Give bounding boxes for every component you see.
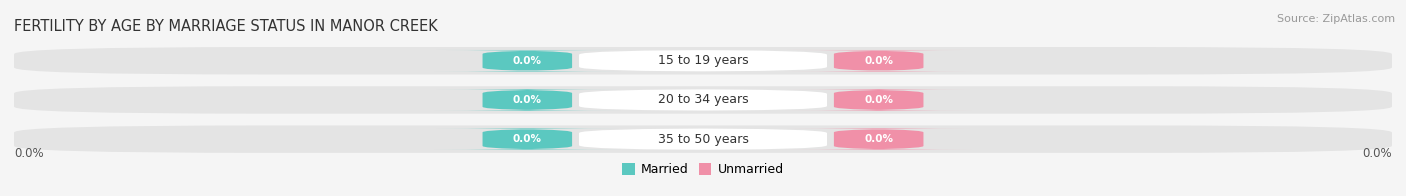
Text: 35 to 50 years: 35 to 50 years <box>658 133 748 146</box>
Text: 0.0%: 0.0% <box>513 95 541 105</box>
FancyBboxPatch shape <box>579 128 827 150</box>
FancyBboxPatch shape <box>14 47 1392 74</box>
Text: 0.0%: 0.0% <box>865 95 893 105</box>
Text: FERTILITY BY AGE BY MARRIAGE STATUS IN MANOR CREEK: FERTILITY BY AGE BY MARRIAGE STATUS IN M… <box>14 19 437 34</box>
Text: 0.0%: 0.0% <box>1362 147 1392 160</box>
FancyBboxPatch shape <box>14 125 1392 153</box>
Text: 0.0%: 0.0% <box>865 56 893 66</box>
Text: 15 to 19 years: 15 to 19 years <box>658 54 748 67</box>
FancyBboxPatch shape <box>786 50 972 72</box>
Text: 0.0%: 0.0% <box>513 134 541 144</box>
Text: Source: ZipAtlas.com: Source: ZipAtlas.com <box>1277 14 1395 24</box>
FancyBboxPatch shape <box>434 50 620 72</box>
Text: 20 to 34 years: 20 to 34 years <box>658 93 748 106</box>
Text: 0.0%: 0.0% <box>865 134 893 144</box>
FancyBboxPatch shape <box>434 128 620 150</box>
FancyBboxPatch shape <box>786 89 972 111</box>
Text: 0.0%: 0.0% <box>513 56 541 66</box>
Text: 0.0%: 0.0% <box>14 147 44 160</box>
FancyBboxPatch shape <box>434 89 620 111</box>
FancyBboxPatch shape <box>579 89 827 111</box>
FancyBboxPatch shape <box>14 86 1392 114</box>
Legend: Married, Unmarried: Married, Unmarried <box>623 163 783 176</box>
FancyBboxPatch shape <box>579 50 827 72</box>
FancyBboxPatch shape <box>786 128 972 150</box>
